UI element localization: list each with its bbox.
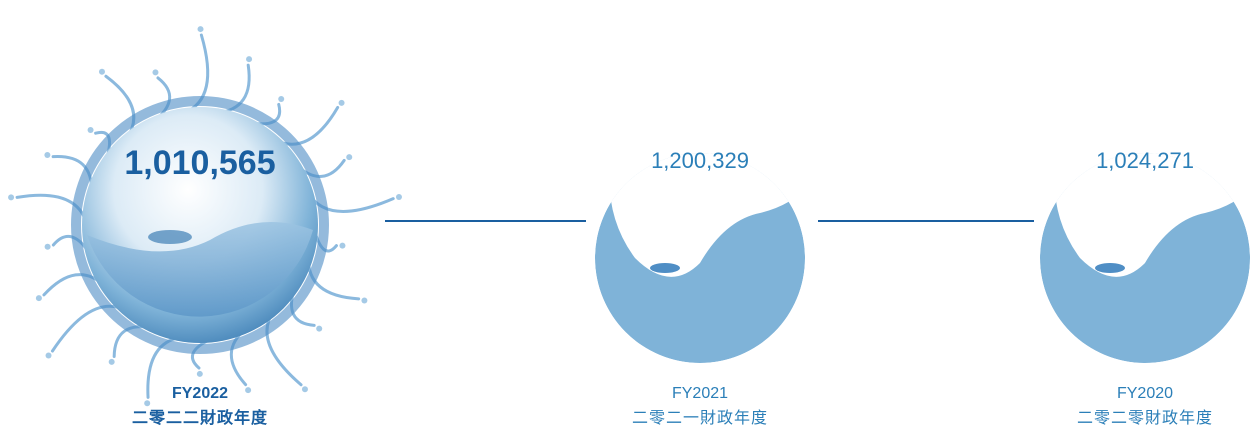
highlight	[650, 263, 680, 273]
value: 1,024,271	[1096, 148, 1194, 173]
year: FY2022	[172, 385, 228, 402]
splash-droplet	[395, 193, 402, 200]
highlight	[1095, 263, 1125, 273]
year-label: 二零二二財政年度	[132, 408, 268, 427]
drop	[595, 153, 805, 363]
splash-droplet	[197, 26, 204, 33]
splash-droplet	[278, 95, 285, 102]
water	[87, 222, 313, 317]
splash-droplet	[35, 295, 42, 302]
splash-droplet	[44, 243, 51, 250]
splash-droplet	[338, 99, 345, 106]
splash-droplet	[144, 400, 151, 407]
splash-droplet	[301, 386, 308, 393]
splash-droplet	[346, 154, 353, 161]
drop-item: 1,200,329 FY2021 二零二一財政年度	[595, 148, 805, 427]
splash-droplet	[108, 358, 115, 365]
year: FY2020	[1117, 385, 1173, 402]
value: 1,200,329	[651, 148, 749, 173]
splash-droplet	[87, 126, 94, 133]
splash-droplet	[339, 242, 346, 249]
splash-droplet	[196, 370, 203, 377]
drop	[1040, 153, 1250, 363]
drop-item: 1,024,271 FY2020 二零二零財政年度	[1040, 148, 1250, 427]
splash-droplet	[246, 56, 253, 63]
splash-droplet	[316, 325, 323, 332]
ring	[71, 96, 329, 354]
year-label: 二零二一財政年度	[632, 409, 768, 427]
items: 1,010,565 FY2022 二零二二財政年度 1,200,329 FY2021 二零…	[8, 26, 1250, 427]
drop-top	[595, 153, 805, 277]
splash-droplet	[245, 387, 252, 394]
splash-droplet	[152, 69, 159, 76]
splash-droplet	[98, 68, 105, 75]
splash-droplet	[45, 352, 52, 359]
splash-droplet	[44, 151, 51, 158]
drop-top	[1040, 153, 1250, 277]
splash-droplet	[361, 297, 368, 304]
value: 1,010,565	[124, 144, 275, 182]
highlight	[148, 230, 192, 244]
year-label: 二零二零財政年度	[1077, 409, 1213, 427]
splash-droplet	[8, 194, 15, 201]
drop-item: 1,010,565 FY2022 二零二二財政年度	[8, 26, 402, 427]
year: FY2021	[672, 385, 728, 402]
